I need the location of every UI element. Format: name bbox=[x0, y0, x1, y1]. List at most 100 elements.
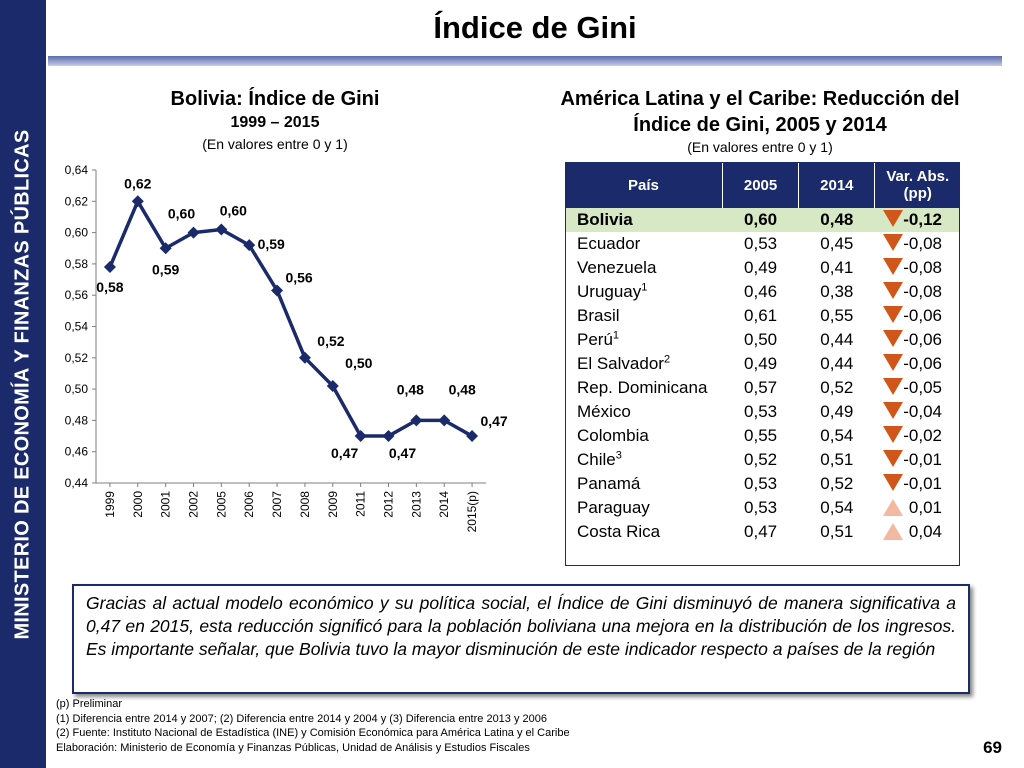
series-line bbox=[108, 199, 473, 438]
x-tick-label: 2001 bbox=[159, 491, 173, 518]
x-tick-label: 2013 bbox=[409, 491, 423, 518]
cell-v2005: 0,46 bbox=[744, 282, 778, 301]
data-point bbox=[131, 195, 144, 208]
data-label: 0,59 bbox=[152, 261, 179, 277]
y-tick-label: 0,46 bbox=[65, 445, 89, 459]
table-row: Brasil 0,61 0,55 -0,06 bbox=[565, 304, 960, 328]
var-value: -0,06 bbox=[903, 354, 942, 373]
x-tick-label: 2002 bbox=[187, 491, 201, 518]
table-row: Chile3 0,52 0,51 -0,01 bbox=[565, 448, 960, 472]
arrow-down-icon bbox=[882, 354, 903, 371]
table-row: Paraguay 0,53 0,54 0,01 bbox=[565, 496, 960, 520]
var-value: -0,01 bbox=[903, 474, 942, 493]
x-tick-label: 2009 bbox=[326, 491, 340, 518]
arrow-down-icon bbox=[882, 330, 903, 347]
cell-v2005: 0,53 bbox=[744, 402, 778, 421]
sidebar bbox=[0, 0, 46, 768]
data-label: 0,47 bbox=[480, 413, 507, 429]
x-tick-label: 2011 bbox=[354, 491, 368, 517]
data-label: 0,58 bbox=[96, 279, 123, 295]
country-name: Ecuador bbox=[577, 234, 641, 253]
x-tick-label: 1999 bbox=[103, 491, 117, 518]
y-tick-label: 0,48 bbox=[65, 413, 89, 427]
cell-v2005: 0,50 bbox=[744, 330, 778, 349]
cell-v2014: 0,48 bbox=[798, 208, 875, 232]
country-name: Venezuela bbox=[577, 258, 657, 277]
cell-var: -0,05 bbox=[875, 376, 960, 400]
arrow-down-icon bbox=[882, 474, 903, 491]
cell-pais: Costa Rica bbox=[565, 520, 722, 544]
cell-pais: Uruguay1 bbox=[565, 280, 722, 304]
table-row: Perú1 0,50 0,44 -0,06 bbox=[565, 328, 960, 352]
var-value: -0,08 bbox=[903, 234, 942, 253]
cell-v2014: 0,51 bbox=[820, 450, 854, 469]
chart-title: Bolivia: Índice de Gini bbox=[170, 88, 380, 110]
footnote-line: (p) Preliminar bbox=[56, 698, 123, 710]
table-title-line1: América Latina y el Caribe: Reducción de… bbox=[560, 88, 960, 110]
y-tick-label: 0,54 bbox=[65, 320, 89, 334]
table-row: México 0,53 0,49 -0,04 bbox=[565, 400, 960, 424]
y-tick-label: 0,64 bbox=[65, 163, 89, 177]
data-label: 0,52 bbox=[317, 333, 344, 349]
arrow-down-icon bbox=[882, 282, 903, 299]
y-tick-label: 0,58 bbox=[65, 257, 89, 271]
footnote-mark: 1 bbox=[612, 329, 620, 342]
cell-pais: Venezuela bbox=[565, 256, 722, 280]
cell-pais: Ecuador bbox=[565, 232, 722, 256]
country-name: Colombia bbox=[577, 426, 649, 445]
var-value: -0,05 bbox=[903, 378, 942, 397]
country-name: Rep. Dominicana bbox=[577, 378, 708, 397]
title-underline-bar bbox=[48, 56, 1002, 66]
table-row: Costa Rica 0,47 0,51 0,04 bbox=[565, 520, 960, 544]
cell-var: -0,08 bbox=[875, 256, 960, 280]
sidebar-ministry-label-wrap: MINISTERIO DE ECONOMÍA Y FINANZAS PÚBLIC… bbox=[0, 0, 46, 768]
country-name: Paraguay bbox=[577, 498, 650, 517]
col-header-2005: 2005 bbox=[722, 162, 800, 208]
table-row: Colombia 0,55 0,54 -0,02 bbox=[565, 424, 960, 448]
country-name: Perú bbox=[577, 330, 613, 349]
footnotes: (p) Preliminar (1) Diferencia entre 2014… bbox=[56, 697, 570, 755]
var-value: -0,01 bbox=[903, 450, 942, 469]
var-value: -0,04 bbox=[903, 402, 942, 421]
data-label: 0,60 bbox=[168, 206, 195, 222]
chart-unit-note: (En valores entre 0 y 1) bbox=[202, 136, 348, 152]
cell-var: 0,04 bbox=[875, 520, 960, 544]
var-value: -0,12 bbox=[903, 210, 942, 229]
cell-pais: Bolivia bbox=[565, 208, 723, 232]
cell-pais: Chile3 bbox=[565, 448, 722, 472]
var-value: 0,01 bbox=[908, 498, 942, 517]
country-name: Uruguay bbox=[577, 282, 642, 301]
gini-line-chart: 0,440,460,480,500,520,540,560,580,600,62… bbox=[65, 163, 508, 532]
var-value: -0,02 bbox=[903, 426, 942, 445]
x-tick-label: 2000 bbox=[131, 491, 145, 518]
sidebar-ministry-label: MINISTERIO DE ECONOMÍA Y FINANZAS PÚBLIC… bbox=[11, 128, 34, 640]
y-tick-label: 0,52 bbox=[65, 351, 89, 365]
cell-v2005: 0,52 bbox=[744, 450, 778, 469]
var-value: 0,04 bbox=[908, 522, 942, 541]
cell-pais: Perú1 bbox=[565, 328, 722, 352]
cell-var: 0,01 bbox=[875, 496, 960, 520]
data-point bbox=[298, 351, 311, 364]
data-label: 0,60 bbox=[220, 202, 247, 218]
table-row: Venezuela 0,49 0,41 -0,08 bbox=[565, 256, 960, 280]
data-point bbox=[326, 379, 339, 392]
data-label: 0,62 bbox=[124, 175, 151, 191]
table-row: Ecuador 0,53 0,45 -0,08 bbox=[565, 232, 960, 256]
cell-var: -0,08 bbox=[875, 232, 960, 256]
table-row: Rep. Dominicana 0,57 0,52 -0,05 bbox=[565, 376, 960, 400]
arrow-down-icon bbox=[882, 378, 903, 395]
cell-v2005: 0,49 bbox=[744, 258, 778, 277]
cell-v2014: 0,49 bbox=[820, 402, 854, 421]
cell-v2005: 0,55 bbox=[744, 426, 778, 445]
cell-v2014: 0,44 bbox=[820, 330, 854, 349]
cell-v2014: 0,52 bbox=[820, 378, 854, 397]
country-name: Chile bbox=[577, 450, 616, 469]
note-box: Gracias al actual modelo económico y su … bbox=[72, 584, 970, 694]
table-body: Bolivia 0,60 0,48 -0,12 Ecuador 0,53 0,45 -0,08… bbox=[565, 208, 960, 544]
arrow-up-icon bbox=[882, 499, 903, 516]
country-name: México bbox=[577, 402, 631, 421]
table-row: Uruguay1 0,46 0,38 -0,08 bbox=[565, 280, 960, 304]
cell-var: -0,04 bbox=[875, 400, 960, 424]
data-point bbox=[187, 226, 200, 239]
cell-v2005: 0,57 bbox=[744, 378, 778, 397]
